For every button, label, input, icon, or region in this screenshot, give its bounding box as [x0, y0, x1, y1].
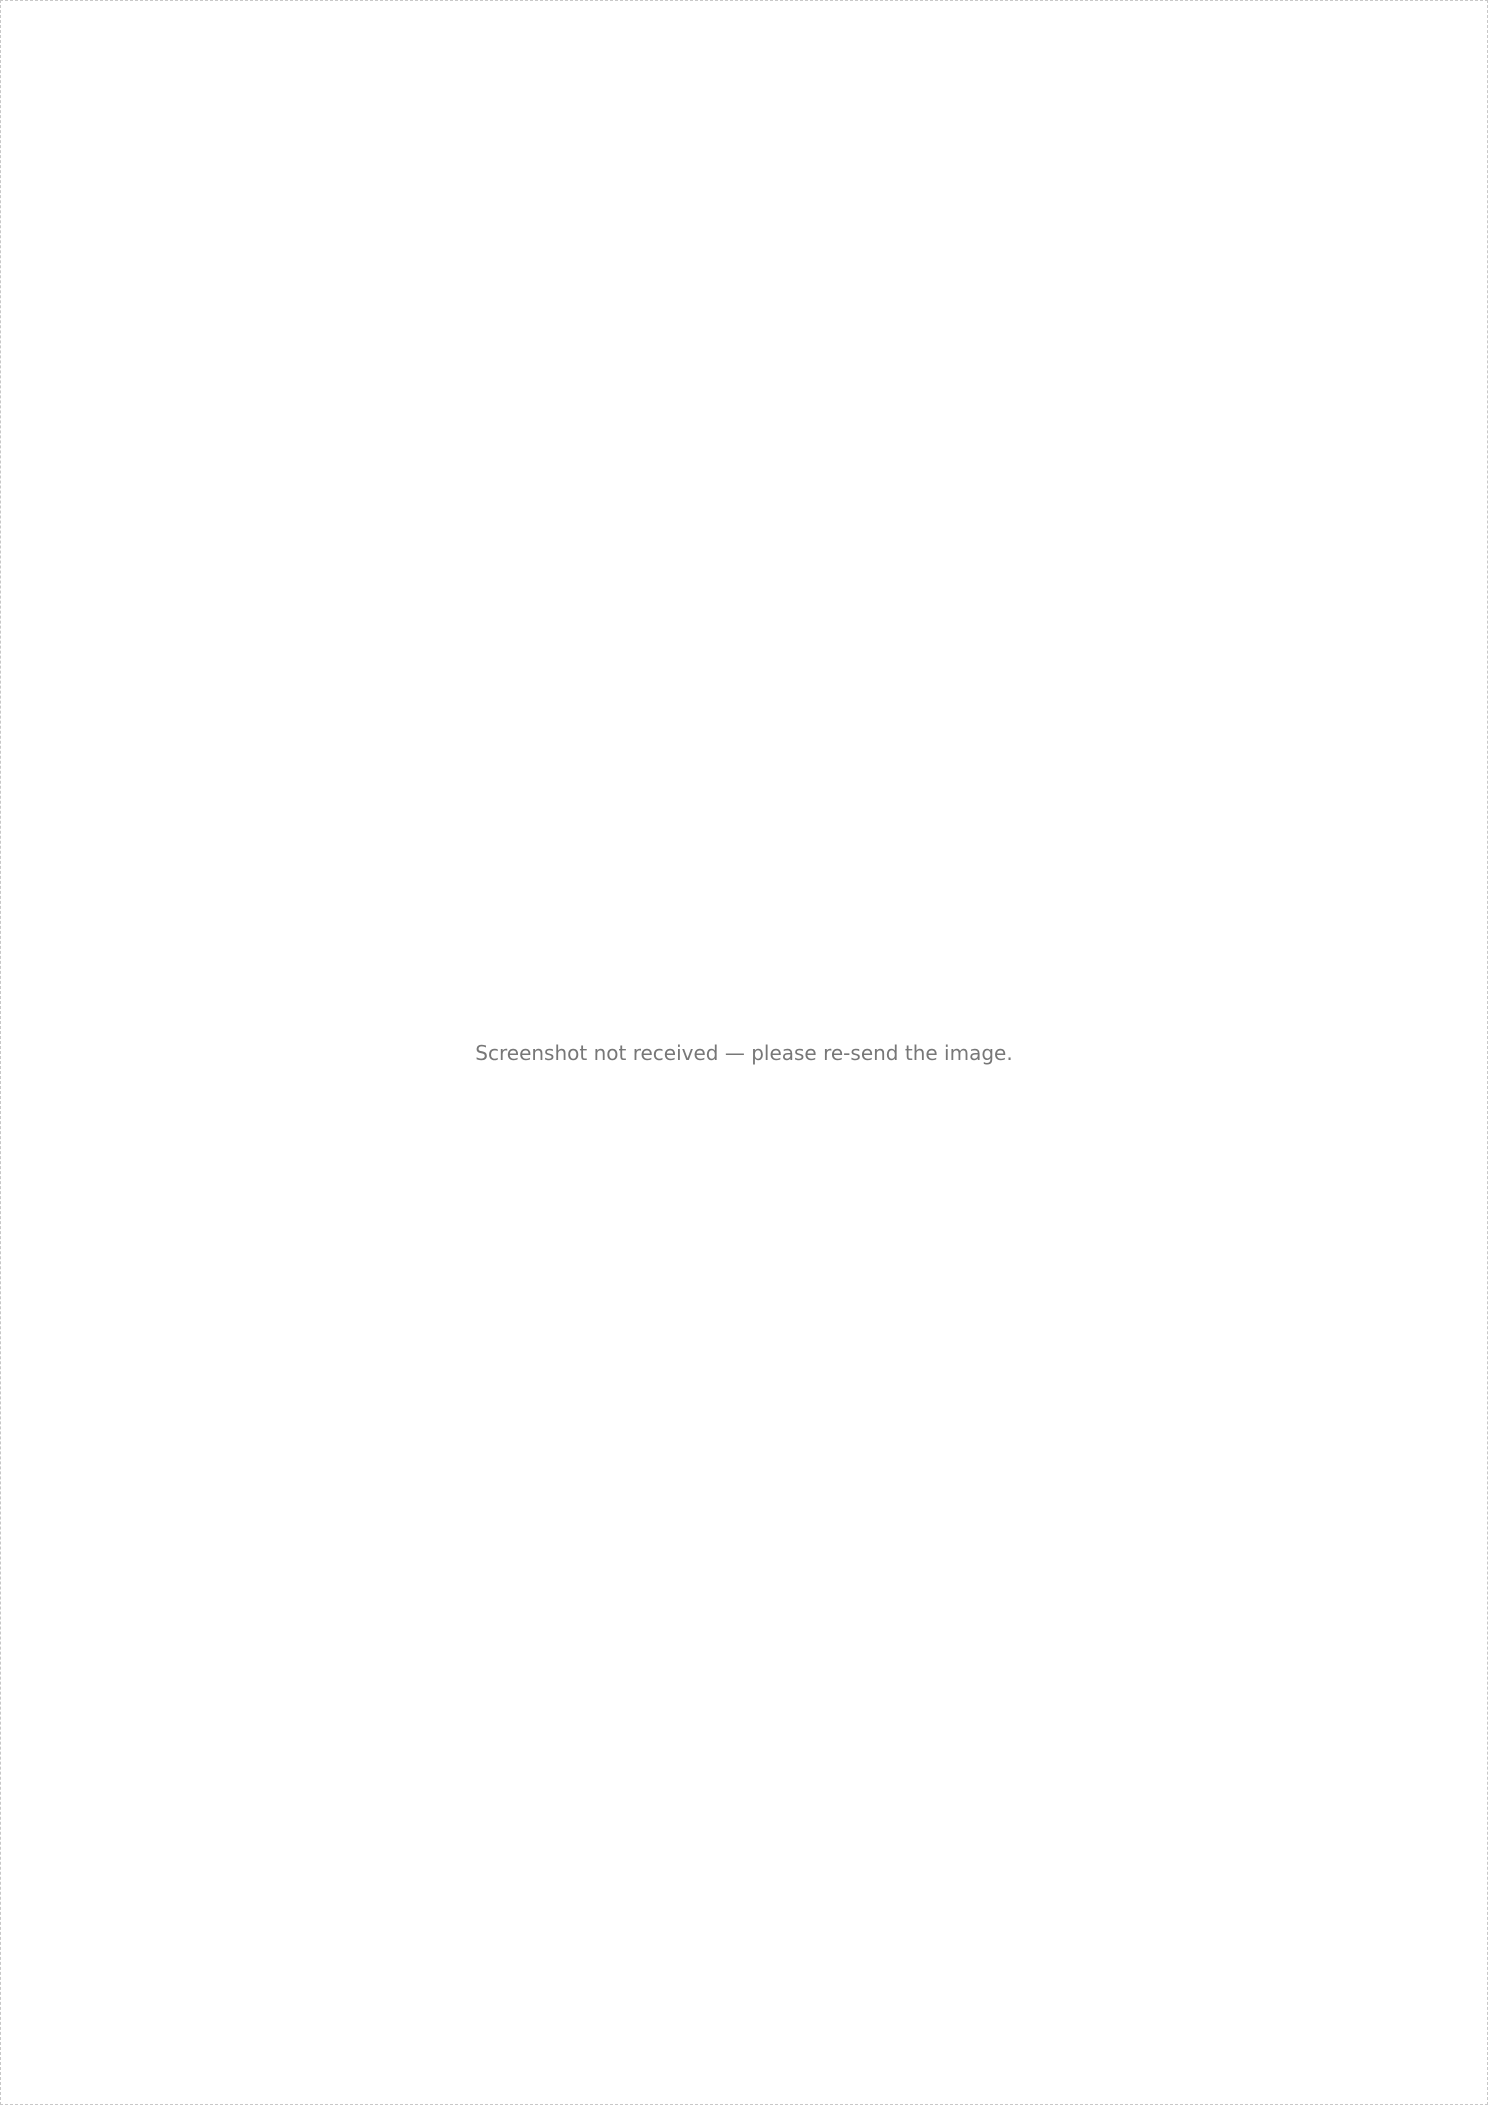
missing-image-notice: Screenshot not received — please re-send…: [475, 1040, 1013, 1065]
